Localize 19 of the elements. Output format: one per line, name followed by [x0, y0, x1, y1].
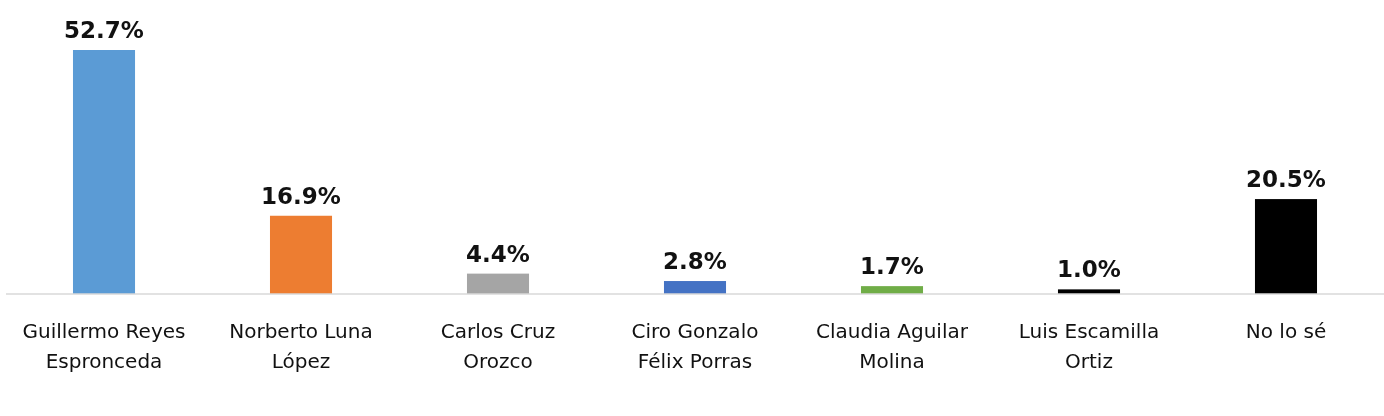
data-label: 2.8%: [663, 248, 727, 275]
bar: [1254, 199, 1318, 294]
x-tick-label: Ciro Gonzalo Félix Porras: [631, 319, 759, 373]
data-label: 1.0%: [1057, 256, 1121, 283]
bar: [466, 273, 530, 294]
x-tick-label: Claudia Aguilar Molina: [816, 319, 969, 373]
data-label: 16.9%: [261, 182, 341, 209]
bar: [72, 50, 136, 294]
x-tick-label: Norberto Luna López: [229, 319, 373, 373]
data-label: 52.7%: [64, 17, 144, 43]
data-label: 20.5%: [1246, 166, 1326, 193]
x-tick-label: Guillermo Reyes Espronceda: [22, 319, 186, 373]
bar: [663, 281, 727, 294]
bar: [269, 215, 333, 294]
x-tick-label: No lo sé: [1245, 319, 1327, 343]
x-tick-label: Carlos Cruz Orozco: [440, 319, 556, 373]
data-label: 1.7%: [860, 253, 924, 280]
x-tick-label: Luis Escamilla Ortiz: [1018, 319, 1160, 373]
data-label: 4.4%: [466, 240, 530, 267]
